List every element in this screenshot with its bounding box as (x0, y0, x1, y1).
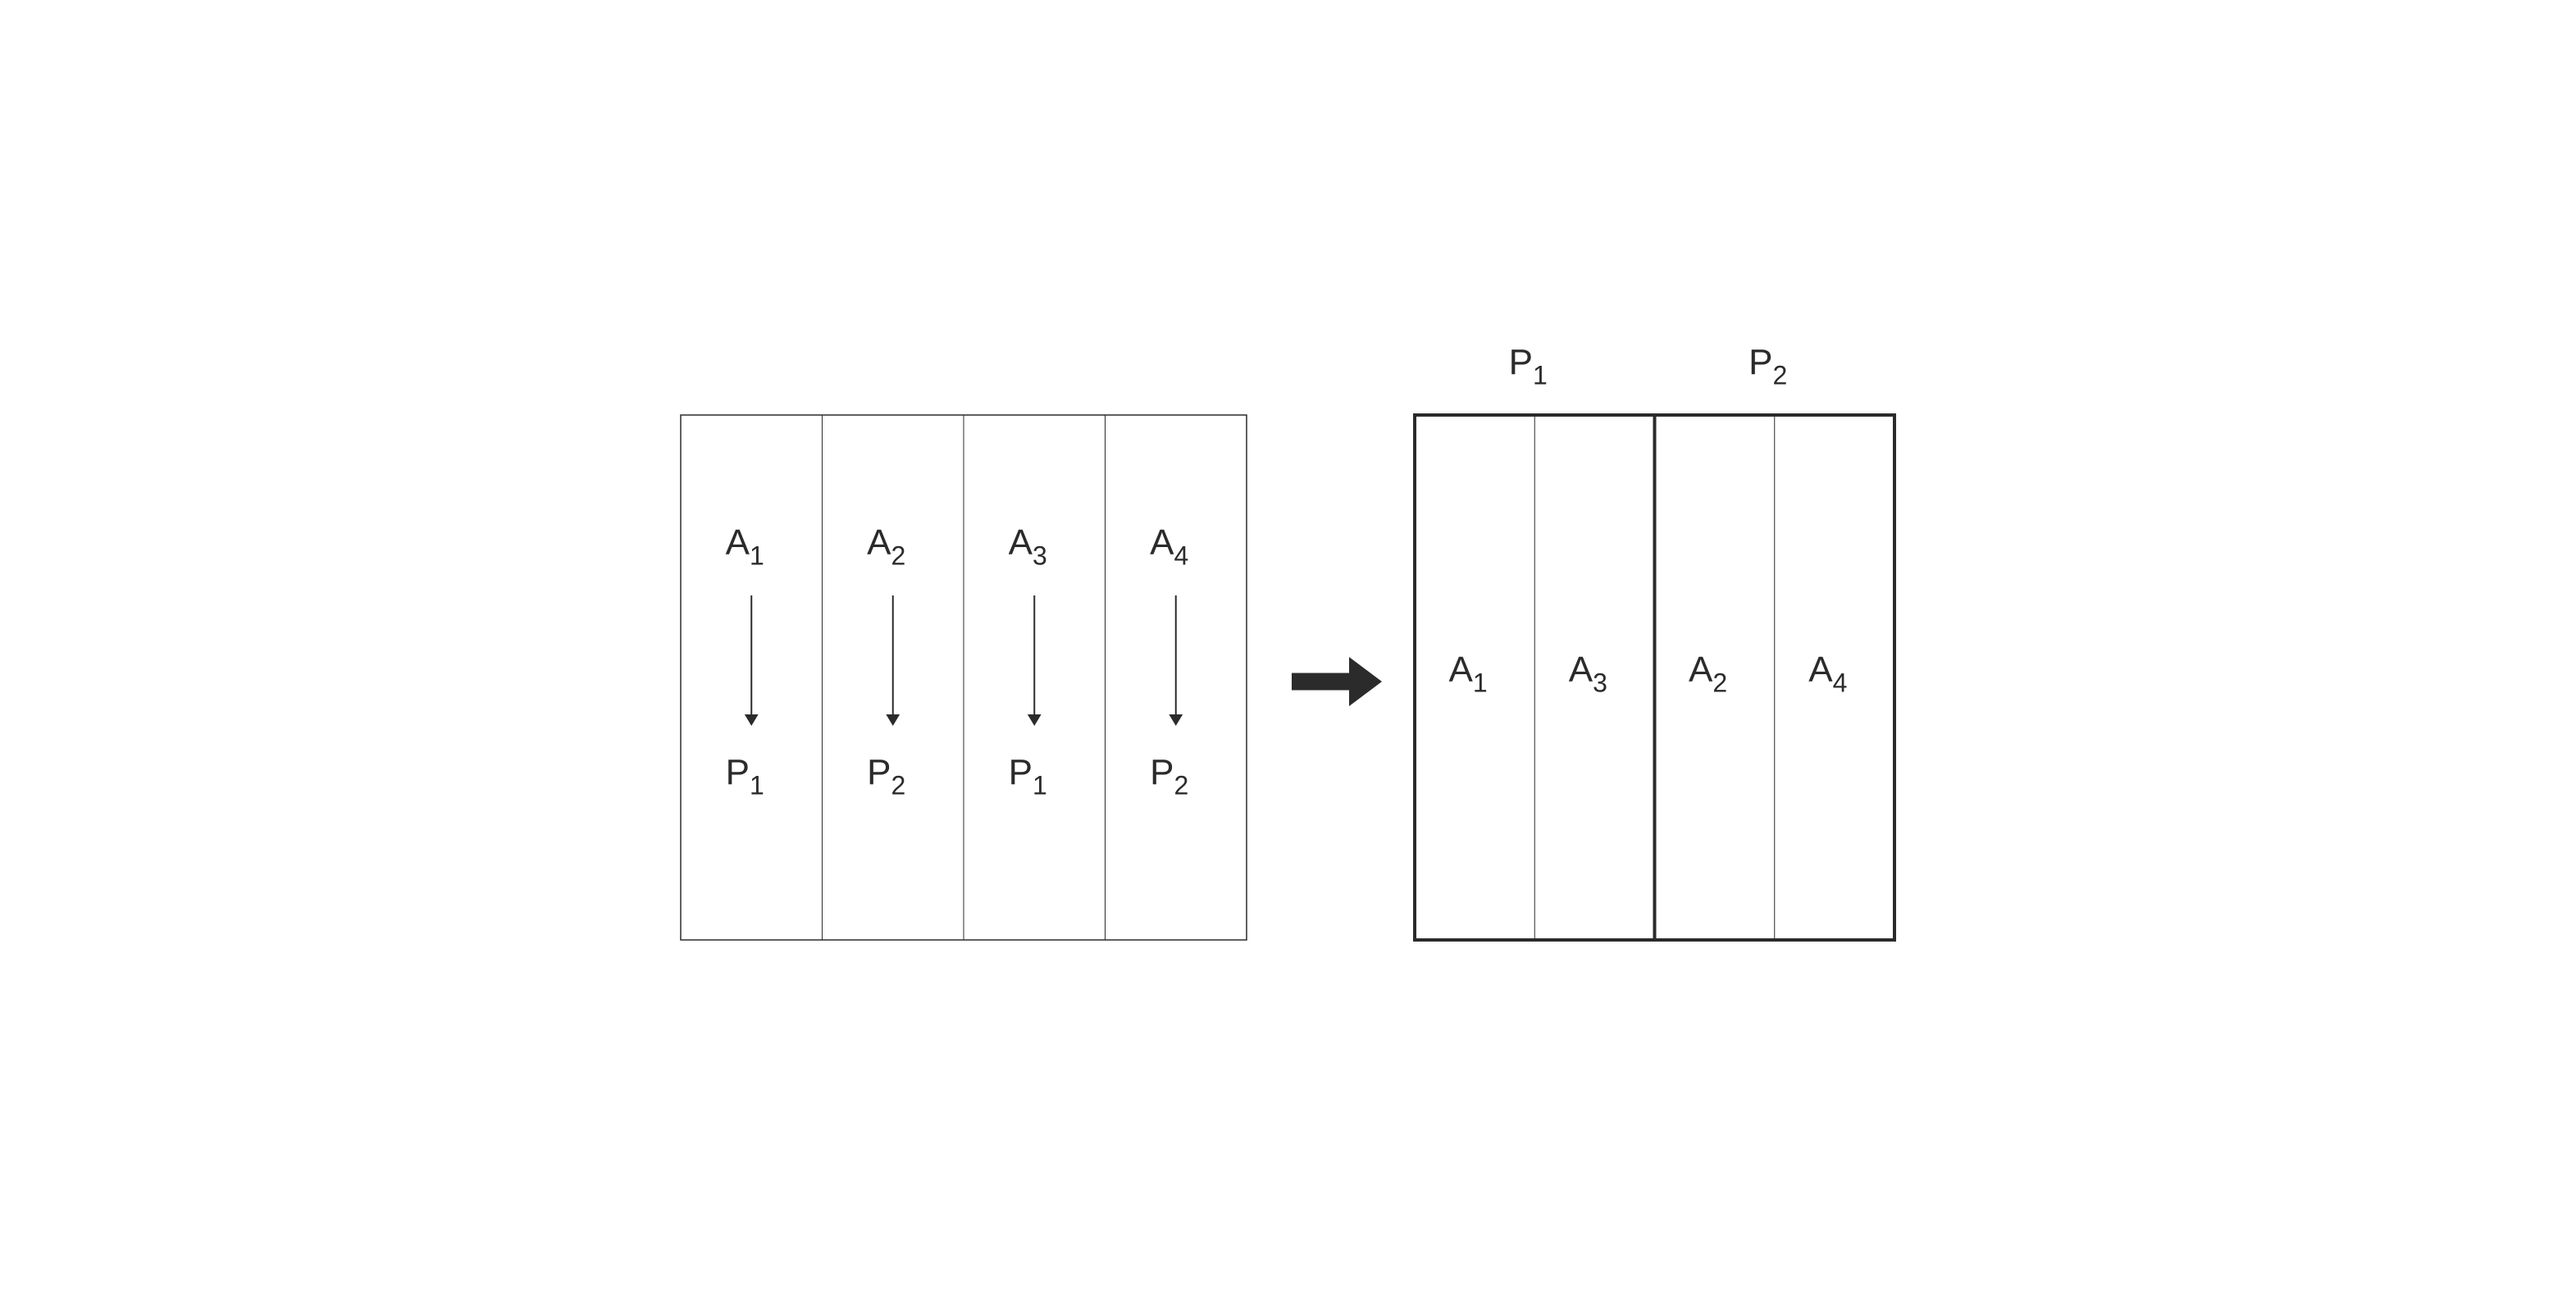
diagram-canvas: A1P1A2P2A3P1A4P2P1P2A1A3A2A4 (644, 325, 1932, 975)
diagram-root: A1P1A2P2A3P1A4P2P1P2A1A3A2A4 (644, 325, 1932, 975)
